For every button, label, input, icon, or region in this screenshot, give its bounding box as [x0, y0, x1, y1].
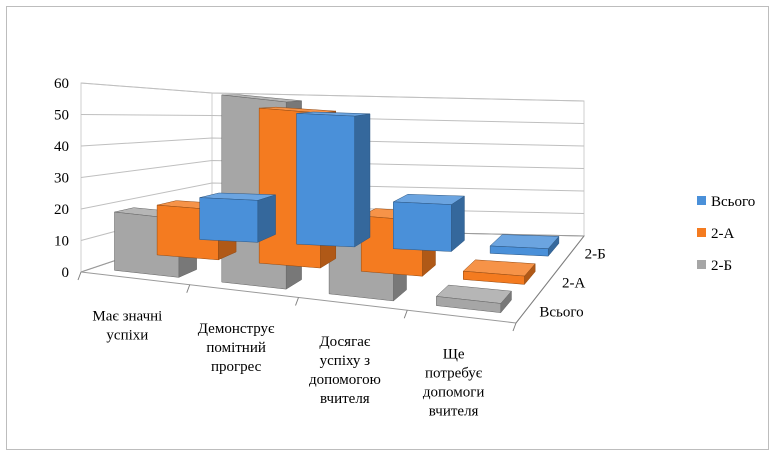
x-tick-label: Має значні успіхи [92, 308, 162, 343]
bar [463, 270, 525, 285]
x-tick-label: Досягає успіху з допомогою вчителя [309, 334, 381, 407]
x-tick [186, 284, 191, 293]
y-tick-label: 20 [54, 202, 69, 218]
x-tick [512, 322, 517, 332]
bar-side [354, 113, 371, 248]
depth-label: 2-Б [585, 247, 606, 263]
gridline [80, 82, 585, 102]
bar [393, 201, 452, 252]
legend-swatch [697, 196, 706, 205]
depth-axis [515, 235, 585, 324]
bar [296, 113, 355, 248]
bar-side [451, 195, 465, 253]
y-tick-label: 40 [54, 139, 69, 155]
x-tick-label: Ще потребує допомоги вчителя [423, 347, 485, 420]
bar [489, 245, 549, 257]
depth-label: Всього [539, 305, 583, 321]
y-tick-label: 10 [54, 234, 69, 250]
legend-label: 2-А [711, 226, 734, 242]
gridline [80, 159, 585, 178]
depth-label: 2-А [562, 276, 585, 292]
x-tick [77, 271, 82, 281]
bar [199, 197, 259, 243]
y-tick-label: 0 [62, 265, 70, 281]
x-tick [295, 297, 299, 306]
gridline [80, 137, 585, 147]
y-tick-label: 50 [54, 108, 69, 124]
x-tick-label: Демонструє помітний прогрес [198, 321, 275, 375]
y-tick-label: 30 [54, 171, 69, 187]
y-tick-label: 60 [54, 76, 69, 92]
gridline [80, 182, 585, 210]
x-tick [403, 310, 408, 319]
gridline [80, 114, 585, 124]
legend-label: 2-Б [711, 258, 732, 274]
bar [436, 296, 502, 313]
legend-swatch [697, 228, 706, 237]
legend-swatch [697, 260, 706, 269]
legend-label: Всього [711, 194, 755, 210]
bar-side [257, 194, 276, 243]
